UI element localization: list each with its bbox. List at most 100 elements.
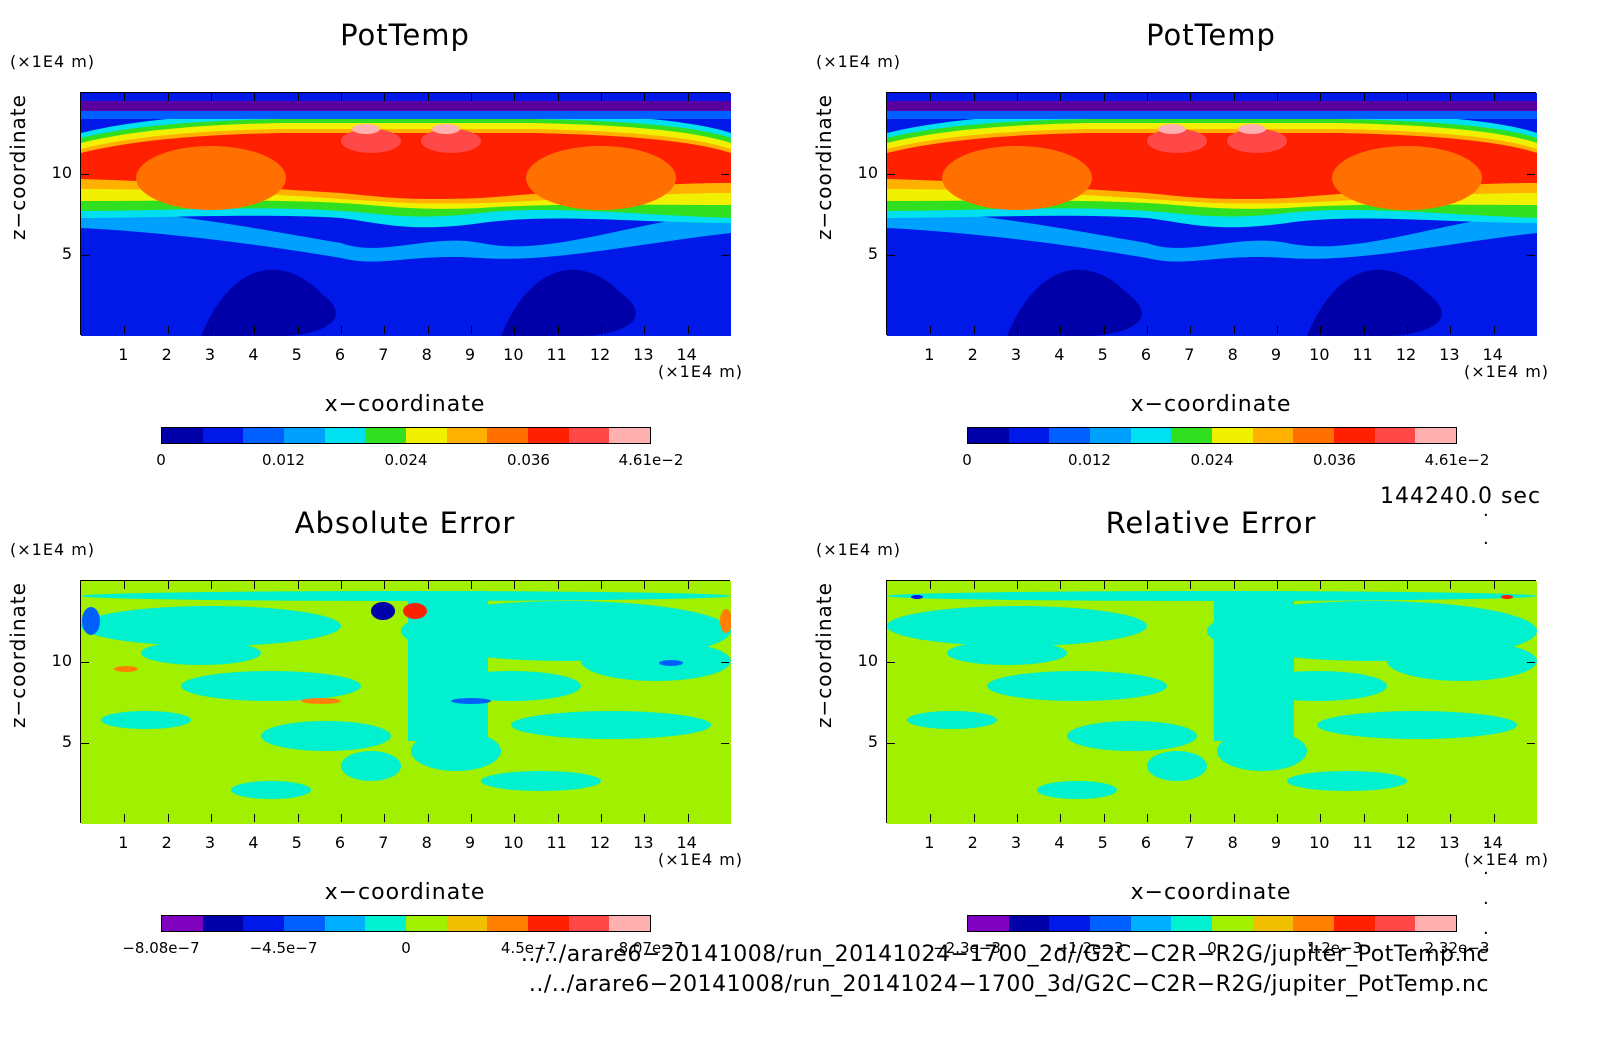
x-tick-mark — [384, 581, 386, 589]
x-tick-mark — [1017, 93, 1018, 101]
x-tick-label: 9 — [464, 833, 476, 852]
colorbar-swatch — [1293, 916, 1335, 931]
x-tick-mark — [167, 814, 169, 822]
colorbar-tick-label: 0 — [962, 451, 972, 469]
x-tick-mark — [973, 93, 975, 101]
chart-panel-relative-error: Relative Error (×1E4 m) (×1E4 m) z−coordina… — [806, 488, 1586, 968]
x-tick-mark — [211, 581, 212, 589]
x-unit-label: (×1E4 m) — [658, 850, 744, 869]
x-tick-mark — [1103, 581, 1105, 589]
colorbar-swatch — [609, 916, 651, 931]
field-region — [1307, 269, 1442, 336]
error-spot — [371, 602, 395, 620]
x-tick-mark — [1017, 581, 1018, 589]
x-tick-label: 4 — [1054, 833, 1065, 852]
field-region — [1238, 124, 1266, 134]
x-tick-label: 1 — [118, 833, 129, 852]
contour-field — [81, 93, 731, 336]
x-tick-mark — [167, 93, 169, 101]
colorbar-swatch — [1415, 916, 1457, 931]
x-tick-label: 5 — [291, 833, 302, 852]
y-tick-mark — [1527, 743, 1535, 744]
x-tick-label: 11 — [1352, 345, 1373, 364]
dot-marker: . — [1483, 858, 1489, 879]
field-region — [1158, 124, 1186, 134]
x-tick-label: 4 — [248, 345, 259, 364]
colorbar-swatch — [1090, 428, 1131, 443]
chart-panel-pottemp-3d: PotTemp (×1E4 m) (×1E4 m) z−coordinate x−coo… — [806, 0, 1586, 480]
x-tick-mark — [1277, 93, 1278, 101]
x-tick-mark — [514, 326, 516, 334]
x-tick-mark — [1060, 814, 1062, 822]
x-tick-mark — [1363, 93, 1365, 101]
colorbar-tick-label: 4.61e−2 — [618, 451, 684, 469]
x-tick-mark — [124, 814, 126, 822]
dot-marker: . — [1483, 828, 1489, 849]
colorbar-tick-label: 4.61e−2 — [1424, 451, 1490, 469]
x-tick-mark — [341, 93, 342, 101]
colorbar-tick-label: 4.5e−7 — [500, 939, 557, 957]
x-tick-mark — [930, 326, 932, 334]
x-tick-mark — [124, 581, 126, 589]
x-tick-mark — [1277, 814, 1278, 822]
x-axis-label: x−coordinate — [1130, 880, 1292, 905]
x-tick-mark — [341, 326, 342, 334]
colorbar — [161, 427, 651, 444]
x-tick-label: 5 — [291, 345, 302, 364]
x-tick-mark — [644, 93, 646, 101]
x-unit-label: (×1E4 m) — [658, 362, 744, 381]
field-region — [1007, 269, 1142, 336]
contour-field — [887, 581, 1537, 824]
field-region — [887, 208, 1537, 262]
x-tick-label: 10 — [503, 833, 524, 852]
x-tick-mark — [1190, 326, 1192, 334]
x-tick-mark — [687, 93, 689, 101]
colorbar-tick-label: 0.012 — [1068, 451, 1111, 469]
colorbar-tick-label: −8.08e−7 — [122, 939, 200, 957]
field-region — [81, 591, 731, 601]
colorbar-tick-label: −2.3e−3 — [933, 939, 1001, 957]
x-tick-mark — [973, 581, 975, 589]
x-tick-mark — [557, 326, 559, 334]
colorbar-tick-label: 0.036 — [507, 451, 550, 469]
x-tick-mark — [211, 93, 212, 101]
x-tick-mark — [1407, 581, 1408, 589]
colorbar-swatch — [1130, 916, 1172, 931]
y-tick-mark — [81, 662, 89, 663]
plot-area — [80, 580, 731, 824]
x-tick-mark — [297, 814, 299, 822]
x-unit-label: (×1E4 m) — [1464, 850, 1550, 869]
field-region — [1147, 129, 1207, 153]
x-tick-label: 10 — [1309, 345, 1330, 364]
y-tick-mark — [887, 662, 895, 663]
x-tick-label: 14 — [676, 345, 697, 364]
field-region — [81, 208, 731, 262]
field-region — [141, 641, 261, 665]
field-region — [942, 146, 1092, 210]
field-region — [261, 721, 391, 751]
field-region — [432, 124, 460, 134]
x-tick-label: 10 — [503, 345, 524, 364]
colorbar-swatch — [1049, 916, 1091, 931]
y-axis-label: z−coordinate — [6, 94, 30, 240]
colorbar-swatch — [1252, 428, 1294, 443]
x-tick-mark — [1493, 326, 1495, 334]
x-tick-mark — [1017, 326, 1018, 334]
x-tick-mark — [471, 814, 472, 822]
y-axis-label: z−coordinate — [812, 582, 836, 728]
colorbar-swatch — [324, 428, 366, 443]
x-tick-label: 12 — [1395, 345, 1417, 364]
colorbar-swatch — [365, 916, 407, 931]
colorbar-swatch — [568, 428, 610, 443]
y-tick-label: 10 — [857, 163, 878, 182]
dot-marker: . — [1483, 528, 1489, 549]
x-tick-mark — [1320, 814, 1322, 822]
x-tick-label: 9 — [1270, 833, 1282, 852]
field-region — [947, 641, 1067, 665]
x-tick-mark — [514, 581, 516, 589]
field-region — [81, 111, 731, 119]
x-tick-mark — [254, 581, 256, 589]
x-tick-mark — [557, 581, 559, 589]
colorbar-swatch — [284, 916, 325, 931]
x-tick-mark — [687, 814, 689, 822]
